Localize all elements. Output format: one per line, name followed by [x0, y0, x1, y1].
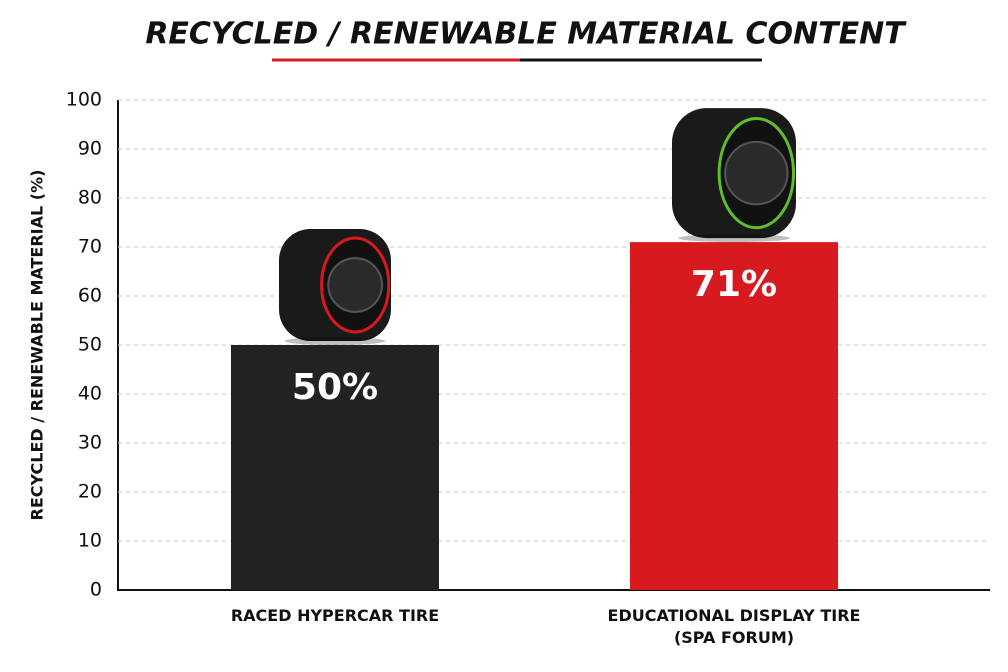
tire-image — [672, 108, 796, 243]
y-axis-label: RECYCLED / RENEWABLE MATERIAL (%) — [28, 170, 47, 521]
y-tick-label: 0 — [90, 579, 102, 601]
y-tick-label: 80 — [78, 187, 102, 209]
y-tick-label: 90 — [78, 138, 102, 160]
bar — [231, 345, 439, 590]
value-label: 50% — [292, 367, 378, 408]
y-tick-label: 100 — [66, 89, 102, 111]
chart-title: RECYCLED / RENEWABLE MATERIAL CONTENT — [145, 17, 907, 52]
y-tick-label: 70 — [78, 236, 102, 258]
x-tick-label: RACED HYPERCAR TIRE — [230, 606, 440, 625]
value-label: 71% — [691, 264, 777, 305]
tire-image — [279, 229, 391, 345]
y-tick-label: 40 — [78, 383, 102, 405]
x-tick-label: EDUCATIONAL DISPLAY TIRE (SPA FORUM) — [607, 606, 861, 647]
y-tick-label: 60 — [78, 285, 102, 307]
y-tick-label: 30 — [78, 432, 102, 454]
bar — [630, 242, 838, 590]
y-tick-label: 50 — [78, 334, 102, 356]
y-tick-label: 20 — [78, 481, 102, 503]
y-tick-label: 10 — [78, 530, 102, 552]
